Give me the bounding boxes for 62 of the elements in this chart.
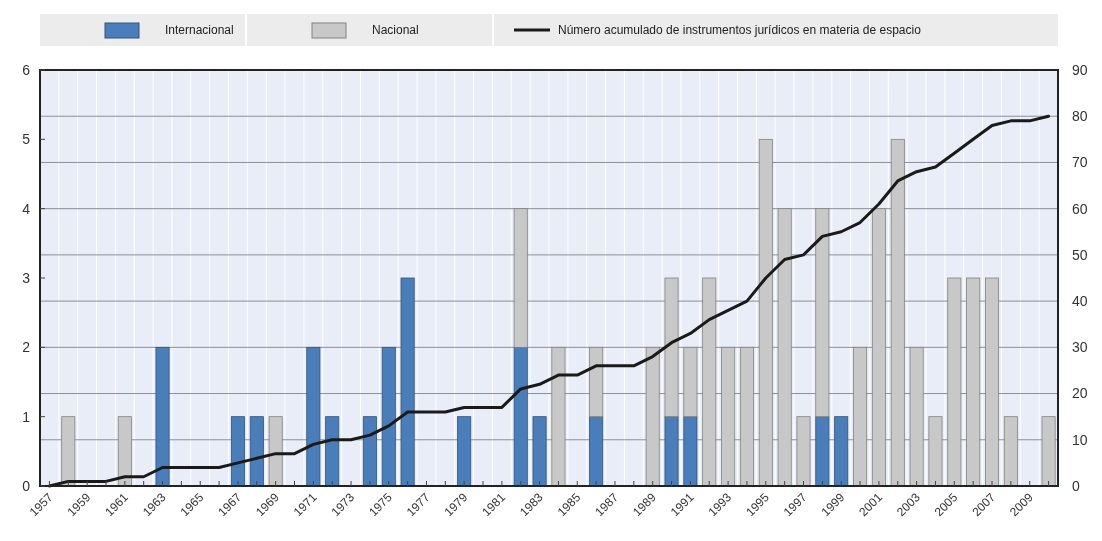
y2-tick-label: 10: [1072, 431, 1088, 448]
y-tick-label: 0: [22, 477, 31, 494]
bar: [400, 277, 415, 487]
bar: [777, 208, 792, 487]
bar: [853, 346, 868, 487]
y-tick-label: 1: [22, 408, 31, 425]
bar: [589, 346, 604, 418]
bar: [155, 346, 170, 487]
bar: [268, 416, 283, 487]
bar: [551, 346, 566, 487]
bar: [645, 346, 660, 487]
y2-tick-label: 60: [1072, 200, 1088, 217]
bar: [947, 277, 962, 487]
bar: [966, 277, 981, 487]
y-tick-label: 6: [22, 61, 31, 78]
bar: [513, 208, 528, 348]
y-tick-label: 2: [22, 339, 31, 356]
y2-tick-label: 80: [1072, 108, 1088, 125]
bar: [513, 346, 528, 487]
y2-tick-label: 40: [1072, 293, 1088, 310]
bar: [381, 346, 396, 487]
y-tick-label: 4: [22, 200, 31, 217]
legend-label: Internacional: [165, 23, 234, 38]
bar: [871, 208, 886, 487]
bar: [928, 416, 943, 487]
bar: [909, 346, 924, 487]
bar: [457, 416, 472, 487]
bar: [758, 138, 773, 487]
bar: [1003, 416, 1018, 487]
bar: [739, 346, 754, 487]
bar: [683, 416, 698, 487]
bar: [796, 416, 811, 487]
bar: [664, 277, 679, 418]
y2-tick-label: 70: [1072, 154, 1088, 171]
bar: [815, 416, 830, 487]
y2-tick-label: 30: [1072, 339, 1088, 356]
y2-tick-label: 20: [1072, 385, 1088, 402]
bar: [664, 416, 679, 487]
bar: [702, 277, 717, 487]
bar: [1041, 416, 1056, 487]
y-tick-label: 3: [22, 269, 31, 286]
bar: [815, 208, 830, 418]
bar: [683, 346, 698, 418]
bar: [249, 416, 264, 487]
bar: [985, 277, 1000, 487]
bar: [532, 416, 547, 487]
bar: [362, 416, 377, 487]
legend-label: Nacional: [372, 23, 419, 38]
y2-tick-label: 50: [1072, 246, 1088, 263]
bar: [834, 416, 849, 487]
bar: [117, 416, 132, 487]
bar: [61, 416, 76, 487]
y2-tick-label: 0: [1072, 477, 1080, 494]
bar: [306, 346, 321, 487]
bar: [890, 138, 905, 487]
bar: [721, 346, 736, 487]
bar: [230, 416, 245, 487]
bar: [325, 416, 340, 487]
bar: [589, 416, 604, 487]
y-tick-label: 5: [22, 131, 31, 148]
legend-label: Número acumulado de instrumentos jurídicos en materia de espacio: [558, 23, 922, 38]
y2-tick-label: 90: [1072, 61, 1088, 78]
